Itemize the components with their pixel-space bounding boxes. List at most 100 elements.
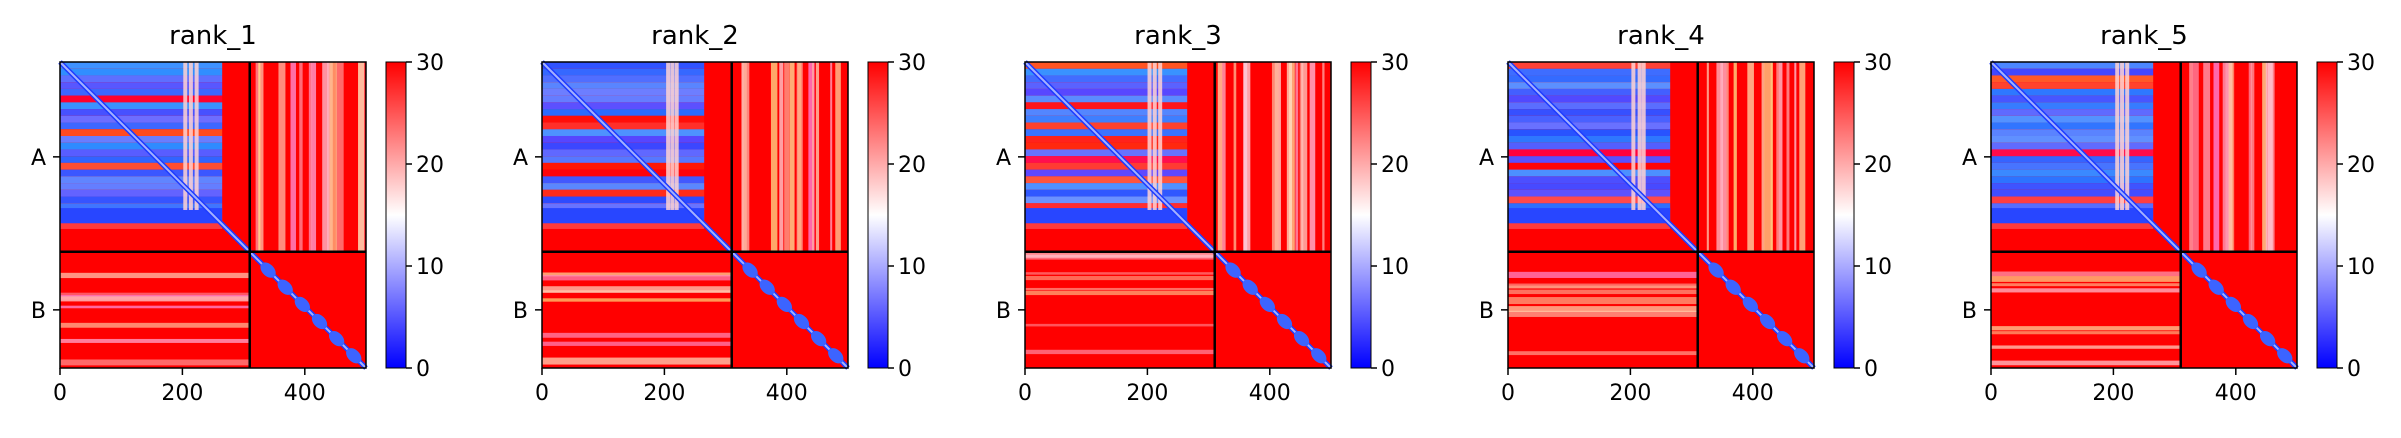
diagonal-domain: [1259, 296, 1276, 313]
heatmap-cell: [815, 62, 820, 252]
diagonal-domain: [260, 262, 276, 278]
plot-frame: [1024, 61, 1332, 369]
heatmap-cell: [278, 62, 286, 252]
colorbar: [2316, 61, 2338, 369]
diagonal-domain: [1725, 279, 1741, 295]
plot-frame: [59, 61, 367, 369]
heatmap-cell: [60, 122, 223, 130]
diagonal-domain: [328, 330, 345, 347]
heatmap-cell: [1991, 345, 2181, 349]
heatmap-cell: [542, 62, 705, 69]
heatmap-cell: [60, 68, 223, 76]
diagonal-domain: [1293, 330, 1310, 347]
heatmap-cell: [322, 62, 329, 252]
heatmap-cell: [1025, 62, 1188, 69]
heatmap-cell: [1295, 62, 1299, 252]
heatmap-cell: [1025, 129, 1188, 136]
heatmap-cell: [299, 62, 303, 252]
heatmap-cell: [1991, 271, 2181, 277]
heatmap-cell: [1508, 208, 1671, 224]
heatmap-cell: [60, 149, 223, 157]
x-tick-label: 400: [766, 381, 808, 406]
heatmap-cell: [1631, 62, 1636, 210]
panel-title: rank_1: [169, 21, 257, 51]
heatmap-cell: [542, 95, 705, 103]
heatmap-cell: [188, 62, 193, 210]
diagonal-domain: [1794, 348, 1810, 364]
heatmap-cell: [1776, 62, 1783, 252]
heatmap-cell: [542, 272, 732, 277]
heatmap-cell: [60, 129, 223, 136]
heatmap-cell: [1637, 62, 1642, 210]
heatmap-cell: [60, 322, 250, 328]
heatmap-cell: [60, 183, 223, 190]
heatmap-cell: [60, 162, 223, 170]
heatmap-cell: [1991, 169, 2154, 177]
x-tick-label: 200: [643, 381, 685, 406]
heatmap-cell: [60, 82, 223, 89]
heatmap-cell: [811, 62, 815, 252]
x-tick-label: 200: [1609, 381, 1651, 406]
heatmap-cell: [1991, 326, 2181, 331]
heatmap-cell: [1025, 287, 1215, 291]
colorbar-tick-label: 10: [2347, 255, 2375, 280]
heatmap: [540, 60, 850, 370]
heatmap-cell: [1641, 62, 1646, 210]
heatmap-cell: [1025, 183, 1188, 190]
colorbar-tick-label: 20: [1864, 153, 1892, 178]
heatmap-cell: [674, 62, 679, 210]
heatmap-cell: [2120, 62, 2125, 210]
heatmap-cell: [60, 196, 223, 204]
colorbar-tick-label: 0: [2347, 357, 2361, 382]
heatmap-cell: [1025, 122, 1188, 130]
heatmap-cell: [1025, 276, 1215, 281]
heatmap-cell: [797, 62, 802, 252]
heatmap-cell: [1147, 62, 1152, 210]
chain-label-A: A: [513, 146, 528, 171]
heatmap-cell: [1025, 115, 1188, 123]
heatmap-cell: [1508, 122, 1671, 130]
heatmap-cell: [1508, 203, 1671, 210]
x-tick-label: 200: [1126, 381, 1168, 406]
colorbar-tick-label: 20: [416, 153, 444, 178]
heatmap-cell: [1508, 310, 1698, 317]
heatmap-cell: [194, 62, 199, 210]
heatmap-cell: [1508, 135, 1671, 143]
heatmap-cell: [1025, 272, 1215, 275]
heatmap-cell: [1716, 62, 1723, 252]
heatmap-cell: [1786, 62, 1790, 252]
heatmap-cell: [1025, 349, 1215, 355]
diagonal-domain: [810, 330, 827, 347]
diagonal-domain: [742, 262, 758, 278]
x-tick-label: 400: [284, 381, 326, 406]
heatmap-cell: [542, 203, 705, 210]
heatmap-cell: [542, 275, 732, 281]
colorbar-tick-label: 0: [416, 357, 430, 382]
heatmap-cell: [1508, 271, 1698, 278]
heatmap-cell: [542, 135, 705, 143]
diagonal-domain: [1708, 262, 1724, 278]
heatmap-cell: [1508, 196, 1671, 204]
x-tick-label: 200: [161, 381, 203, 406]
heatmap-cell: [1217, 62, 1223, 252]
heatmap-cell: [60, 135, 223, 143]
diagonal-domain: [277, 279, 293, 295]
heatmap-cell: [1761, 62, 1765, 252]
heatmap-cell: [60, 176, 223, 184]
heatmap-cell: [1794, 62, 1797, 252]
diagonal-domain: [311, 313, 328, 330]
heatmap-cell: [1991, 149, 2154, 157]
pae-panel-1: rank_1 0 200 400 A B 0 10 20 30: [31, 21, 444, 406]
diagonal-domain: [1742, 296, 1759, 313]
heatmap-cell: [542, 183, 705, 190]
heatmap-cell: [1025, 253, 1215, 258]
heatmap-cell: [2213, 62, 2220, 252]
heatmap-cell: [1243, 62, 1248, 252]
heatmap-cell: [1991, 288, 2181, 293]
colorbar: [867, 61, 889, 369]
heatmap-cell: [1991, 156, 2154, 163]
heatmap-cell: [2203, 62, 2211, 252]
heatmap-cell: [60, 156, 223, 163]
panel-title: rank_3: [1134, 21, 1222, 51]
